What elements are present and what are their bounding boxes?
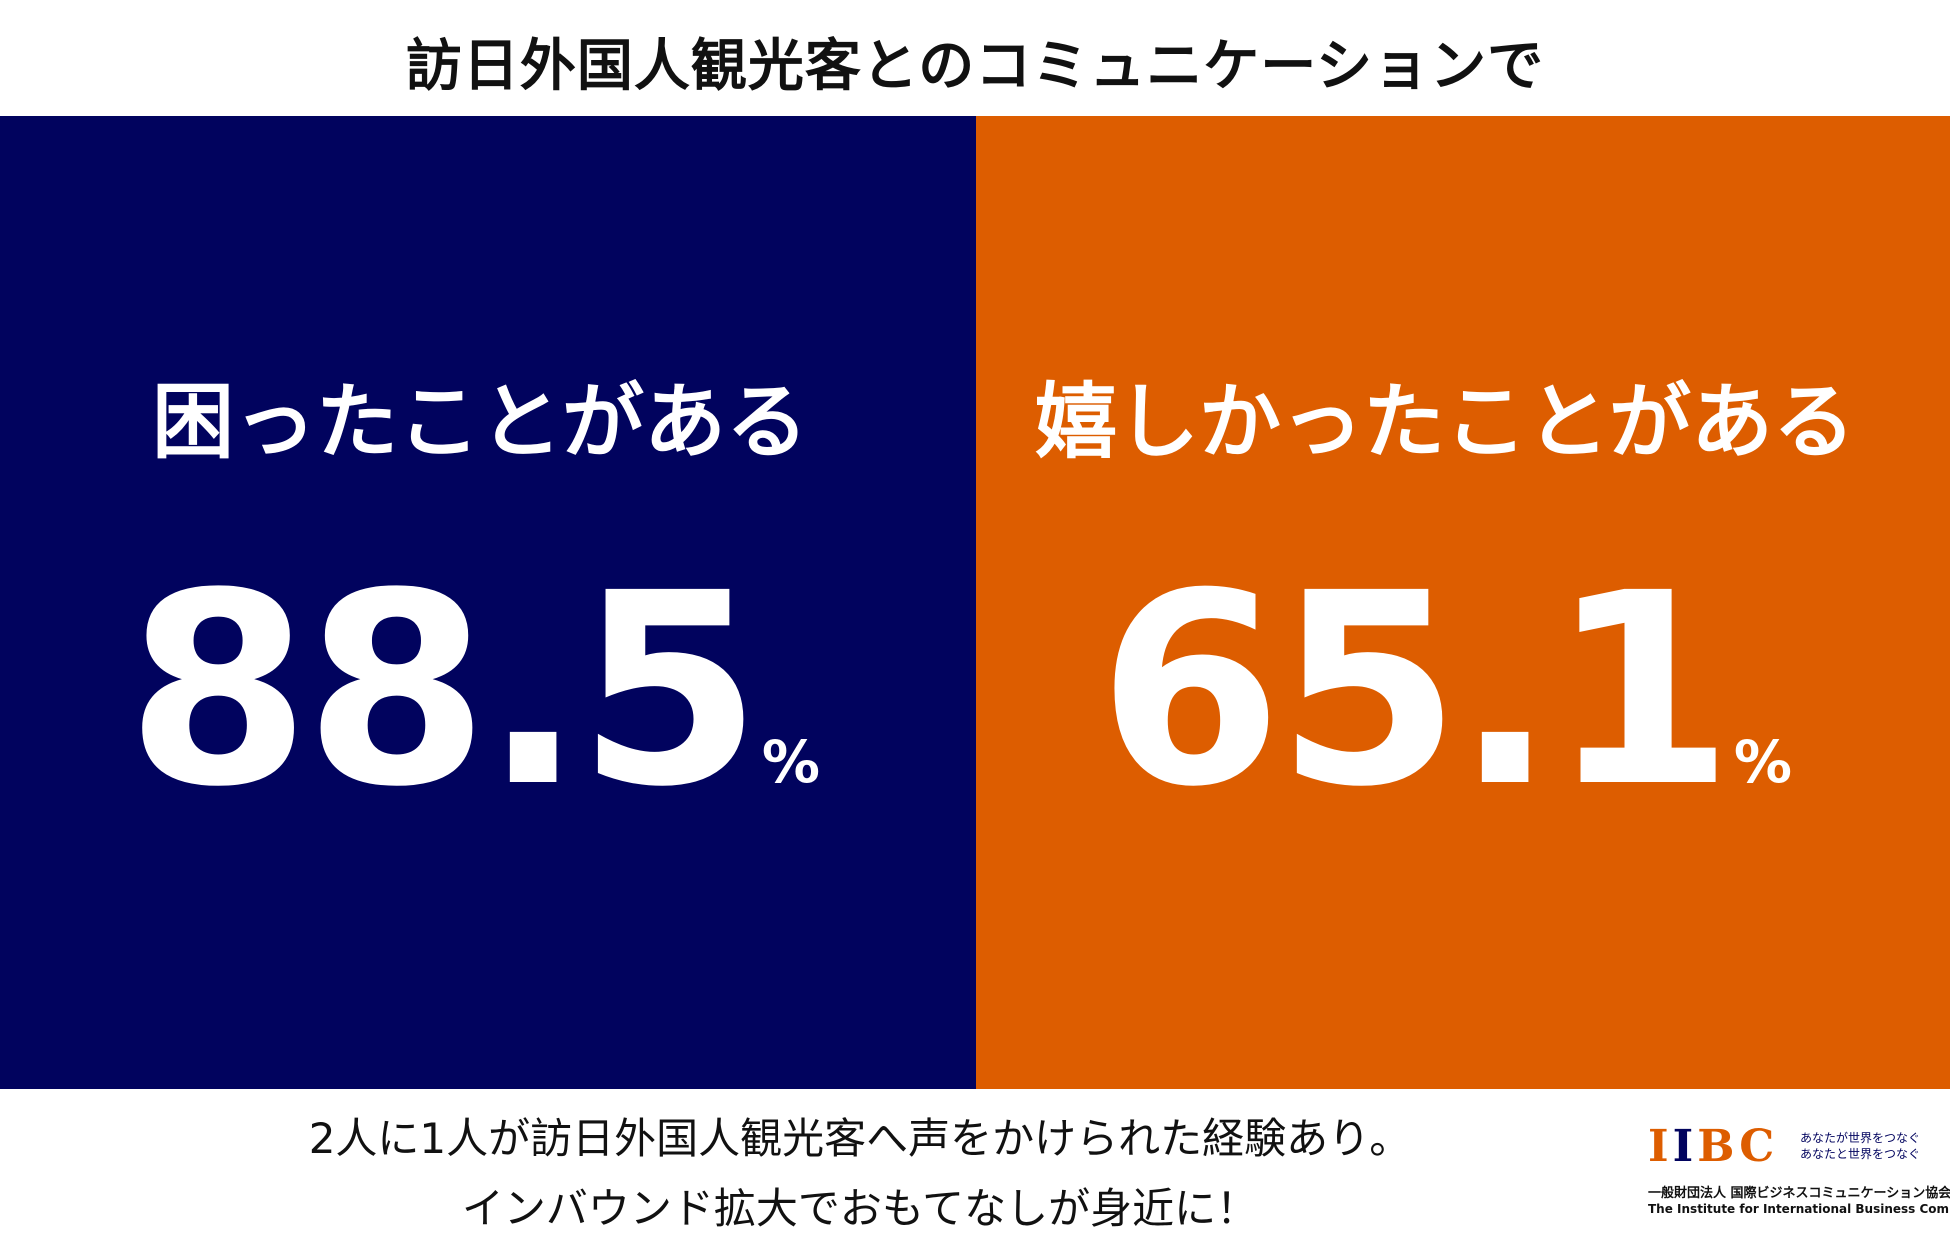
logo-mark-accent: I xyxy=(1672,1121,1698,1172)
page-title: 訪日外国人観光客とのコミュニケーションで xyxy=(405,34,1545,99)
logo-mark-prefix: I xyxy=(1648,1121,1673,1172)
stat-unit-troubled: % xyxy=(761,728,820,796)
stat-unit-happy: % xyxy=(1733,728,1792,796)
stat-happy: 65.1% xyxy=(958,526,1932,856)
stat-troubled: 88.5% xyxy=(0,526,961,856)
logo-org-name-jp: 一般財団法人 国際ビジネスコミュニケーション協会 xyxy=(1648,1186,1950,1201)
caption-line-1: 2人に1人が訪日外国人観光客へ声をかけられた経験あり。 xyxy=(308,1114,1412,1163)
iibc-logo: IIBC あなたが世界をつなぐ あなたと世界をつなぐ 一般財団法人 国際ビジネス… xyxy=(1648,1120,1950,1220)
logo-org-name-en: The Institute for International Business… xyxy=(1648,1202,1950,1216)
caption-line-2: インバウンド拡大でおもてなしが身近に！ xyxy=(461,1184,1259,1233)
logo-tagline-1: あなたが世界をつなぐ xyxy=(1800,1131,1921,1145)
panel-label-happy: 嬉しかったことがある xyxy=(1034,375,1855,470)
stat-value-happy: 65.1 xyxy=(1098,537,1734,845)
stat-panel-troubled: 困ったことがある 88.5% xyxy=(0,116,976,1089)
logo-tagline: あなたが世界をつなぐ あなたと世界をつなぐ xyxy=(1800,1130,1920,1162)
panel-label-troubled: 困ったことがある xyxy=(151,375,808,470)
logo-tagline-2: あなたと世界をつなぐ xyxy=(1800,1147,1921,1161)
logo-mark: IIBC xyxy=(1648,1120,1778,1174)
caption: 2人に1人が訪日外国人観光客へ声をかけられた経験あり。 インバウンド拡大でおもて… xyxy=(280,1104,1440,1244)
stat-value-troubled: 88.5 xyxy=(126,537,762,845)
logo-mark-suffix: BC xyxy=(1697,1121,1779,1172)
stat-panel-happy: 嬉しかったことがある 65.1% xyxy=(976,116,1950,1089)
